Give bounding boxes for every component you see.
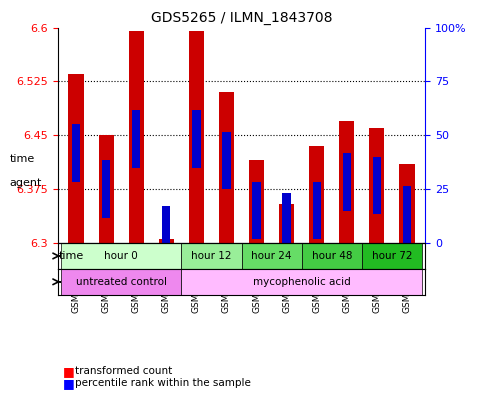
Bar: [61, 269, 181, 295]
Bar: [102, 160, 110, 218]
Bar: [399, 164, 414, 243]
Bar: [313, 182, 321, 239]
Text: mycophenolic acid: mycophenolic acid: [253, 277, 351, 287]
Bar: [192, 110, 200, 167]
Text: ■: ■: [63, 365, 74, 378]
Bar: [342, 153, 351, 211]
Text: hour 24: hour 24: [251, 251, 292, 261]
Bar: [162, 206, 170, 263]
Text: time: time: [10, 154, 35, 164]
Bar: [283, 193, 291, 250]
Title: GDS5265 / ILMN_1843708: GDS5265 / ILMN_1843708: [151, 11, 332, 25]
Bar: [219, 92, 234, 243]
Bar: [362, 243, 422, 269]
Bar: [222, 132, 230, 189]
Text: agent: agent: [10, 178, 42, 188]
Bar: [61, 243, 181, 269]
Bar: [181, 269, 422, 295]
Bar: [339, 121, 355, 243]
Bar: [72, 125, 80, 182]
Bar: [99, 135, 114, 243]
Bar: [181, 243, 242, 269]
Text: hour 48: hour 48: [312, 251, 352, 261]
Bar: [302, 243, 362, 269]
Text: percentile rank within the sample: percentile rank within the sample: [75, 378, 251, 388]
Text: hour 12: hour 12: [191, 251, 232, 261]
Bar: [403, 185, 411, 243]
Bar: [159, 239, 174, 243]
Bar: [132, 110, 141, 167]
Text: time: time: [58, 251, 84, 261]
Bar: [373, 157, 381, 214]
Bar: [242, 243, 302, 269]
Bar: [253, 182, 261, 239]
Text: hour 0: hour 0: [104, 251, 138, 261]
Text: transformed count: transformed count: [75, 366, 172, 376]
Bar: [309, 146, 324, 243]
Text: ■: ■: [63, 376, 74, 390]
Text: hour 72: hour 72: [372, 251, 412, 261]
Bar: [69, 74, 84, 243]
Bar: [369, 128, 384, 243]
Bar: [279, 204, 294, 243]
Text: untreated control: untreated control: [76, 277, 167, 287]
Bar: [189, 31, 204, 243]
Bar: [128, 31, 144, 243]
Bar: [249, 160, 264, 243]
